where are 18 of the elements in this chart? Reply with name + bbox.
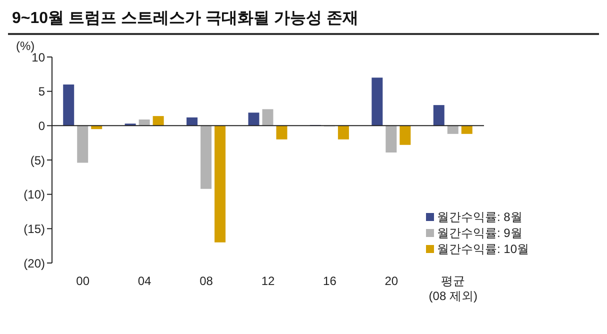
x-tick-label: 08 xyxy=(200,274,214,288)
x-tick-label: 00 xyxy=(76,274,90,288)
y-tick-label: (20) xyxy=(24,256,45,270)
legend-label: 월간수익률: 10월 xyxy=(436,241,529,257)
y-tick-label: (10) xyxy=(24,188,45,202)
x-tick-label: 12 xyxy=(261,274,275,288)
chart-title: 9~10월 트럼프 스트레스가 극대화될 가능성 존재 xyxy=(8,8,599,35)
y-tick-label: 5 xyxy=(38,84,46,99)
legend-label: 월간수익률: 8월 xyxy=(436,209,522,225)
legend-label: 월간수익률: 9월 xyxy=(436,225,522,241)
x-tick-label: 16 xyxy=(323,274,337,288)
x-tick-label: 평균 (08 제외) xyxy=(428,274,478,303)
y-tick-label: (5) xyxy=(30,153,45,168)
x-tick-label: 04 xyxy=(138,274,152,288)
x-tick-label: 20 xyxy=(384,274,398,288)
y-tick-label: 0 xyxy=(38,118,46,133)
y-tick-label: (15) xyxy=(24,222,45,236)
y-axis-title: (%) xyxy=(16,39,35,53)
